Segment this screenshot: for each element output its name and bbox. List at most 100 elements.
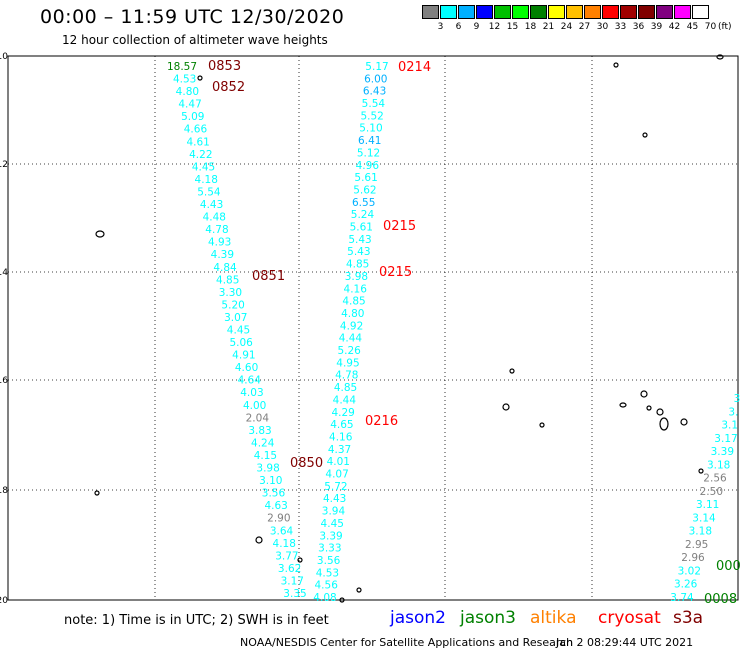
track-a-value: 4.24 (251, 437, 275, 449)
island-outline (716, 54, 724, 60)
track-c-value: 3.17 (714, 433, 737, 445)
legend-swatch (674, 5, 691, 19)
legend-label: 30 (596, 22, 609, 32)
track-a-value: 4.85 (216, 274, 239, 286)
track-b-value: 4.96 (356, 160, 380, 172)
legend-label: 24 (560, 22, 573, 32)
track-b-value: 4.65 (330, 419, 353, 431)
legend-label: 9 (473, 22, 480, 32)
track-a-value: 3.07 (224, 312, 247, 324)
legend-label: 33 (614, 22, 627, 32)
track-b-value: 4.85 (334, 382, 357, 394)
island-outline (640, 390, 648, 398)
legend-altika: altika (530, 608, 577, 628)
track-c-value: 3.02 (678, 565, 701, 577)
legend-swatch (548, 5, 565, 19)
island-outline (680, 418, 688, 426)
y-axis-label: -16 (0, 376, 8, 386)
track-b-value: 4.95 (336, 357, 359, 369)
island-outline (642, 132, 648, 138)
track-c-value: 3.18 (707, 459, 730, 471)
track-a-value: 18.57 (167, 61, 197, 73)
track-a-value: 3.17 (281, 575, 304, 587)
track-b-value: 5.62 (353, 184, 376, 196)
track-a-value: 3.56 (262, 488, 286, 500)
track-a-value: 4.91 (232, 350, 255, 362)
track-c-value: 2.96 (681, 552, 705, 564)
track-b-value: 3.94 (322, 506, 346, 518)
track-b-value: 6.43 (363, 86, 386, 98)
y-axis-label: -12 (0, 160, 8, 170)
track-b-value: 6.55 (352, 197, 375, 209)
track-b-value: 5.17 (365, 61, 388, 73)
track-a-value: 4.64 (238, 375, 262, 387)
legend-swatch (656, 5, 673, 19)
track-b-value: 3.98 (345, 271, 368, 283)
track-b-value: 5.61 (350, 222, 373, 234)
track-c-value: 3. (728, 406, 738, 418)
track-a-value: 3.62 (278, 563, 301, 575)
track-a-value: 4.84 (213, 262, 237, 274)
track-a-value: 4.03 (240, 387, 263, 399)
legend-label: 36 (632, 22, 645, 32)
island-outline (619, 402, 627, 408)
legend-swatch (638, 5, 655, 19)
track-c-value: 2.50 (700, 486, 723, 498)
track-c-value: 3 (734, 393, 740, 405)
y-axis-label: -14 (0, 268, 8, 278)
island-outline (297, 557, 303, 563)
island-outline (539, 422, 545, 428)
track-b-value: 4.85 (346, 259, 369, 271)
track-a-value: 4.93 (208, 237, 231, 249)
legend-swatch (602, 5, 619, 19)
track-b-value: 3.33 (318, 543, 341, 555)
track-c-value: 3.26 (674, 579, 698, 591)
track-a-value: 5.09 (181, 111, 204, 123)
track-c-value: 3.74 (670, 592, 694, 604)
track-b-value: 4.45 (321, 518, 344, 530)
island-outline (197, 75, 203, 81)
track-a-value: 4.47 (178, 99, 201, 111)
pass-time-label: 0850 (290, 456, 323, 471)
track-b-value: 4.85 (342, 296, 365, 308)
pass-time-label: 0215 (379, 265, 412, 280)
legend-label: 18 (524, 22, 537, 32)
legend-label: 3 (437, 22, 444, 32)
track-a-value: 4.45 (192, 161, 215, 173)
track-b-value: 3.56 (317, 555, 341, 567)
legend-label: 70 (704, 22, 717, 32)
pass-time-label: 0852 (212, 80, 245, 95)
track-b-value: 5.12 (357, 147, 380, 159)
track-b-value: 4.92 (340, 320, 363, 332)
track-b-value: 4.16 (329, 431, 353, 443)
legend-swatch (494, 5, 511, 19)
track-a-value: 3.98 (256, 463, 279, 475)
y-axis-label: -18 (0, 486, 8, 496)
track-c-value: 3.11 (696, 499, 719, 511)
track-a-value: 4.22 (189, 149, 212, 161)
track-b-value: 4.43 (323, 493, 346, 505)
track-a-value: 3.30 (219, 287, 242, 299)
track-a-value: 5.54 (197, 186, 221, 198)
legend-label: 15 (506, 22, 519, 32)
track-a-value: 2.90 (267, 513, 290, 525)
track-b-value: 5.72 (324, 481, 347, 493)
track-b-value: 3.39 (319, 530, 342, 542)
legend-swatch (440, 5, 457, 19)
island-outline (613, 62, 619, 68)
track-a-value: 3.35 (283, 588, 306, 600)
legend-label: 39 (650, 22, 663, 32)
island-outline (95, 230, 105, 238)
legend-swatch (512, 5, 529, 19)
track-a-value: 4.43 (200, 199, 223, 211)
footer-note: note: 1) Time is in UTC; 2) SWH is in fe… (64, 613, 329, 628)
track-b-value: 4.29 (331, 407, 354, 419)
track-c-value: 2.56 (703, 473, 727, 485)
legend-swatch (584, 5, 601, 19)
page-title: 00:00 – 11:59 UTC 12/30/2020 (40, 6, 345, 28)
track-b-value: 6.41 (358, 135, 381, 147)
island-outline (255, 536, 263, 544)
track-b-value: 5.26 (337, 345, 361, 357)
track-b-value: 5.43 (348, 234, 371, 246)
track-b-value: 5.43 (347, 246, 370, 258)
